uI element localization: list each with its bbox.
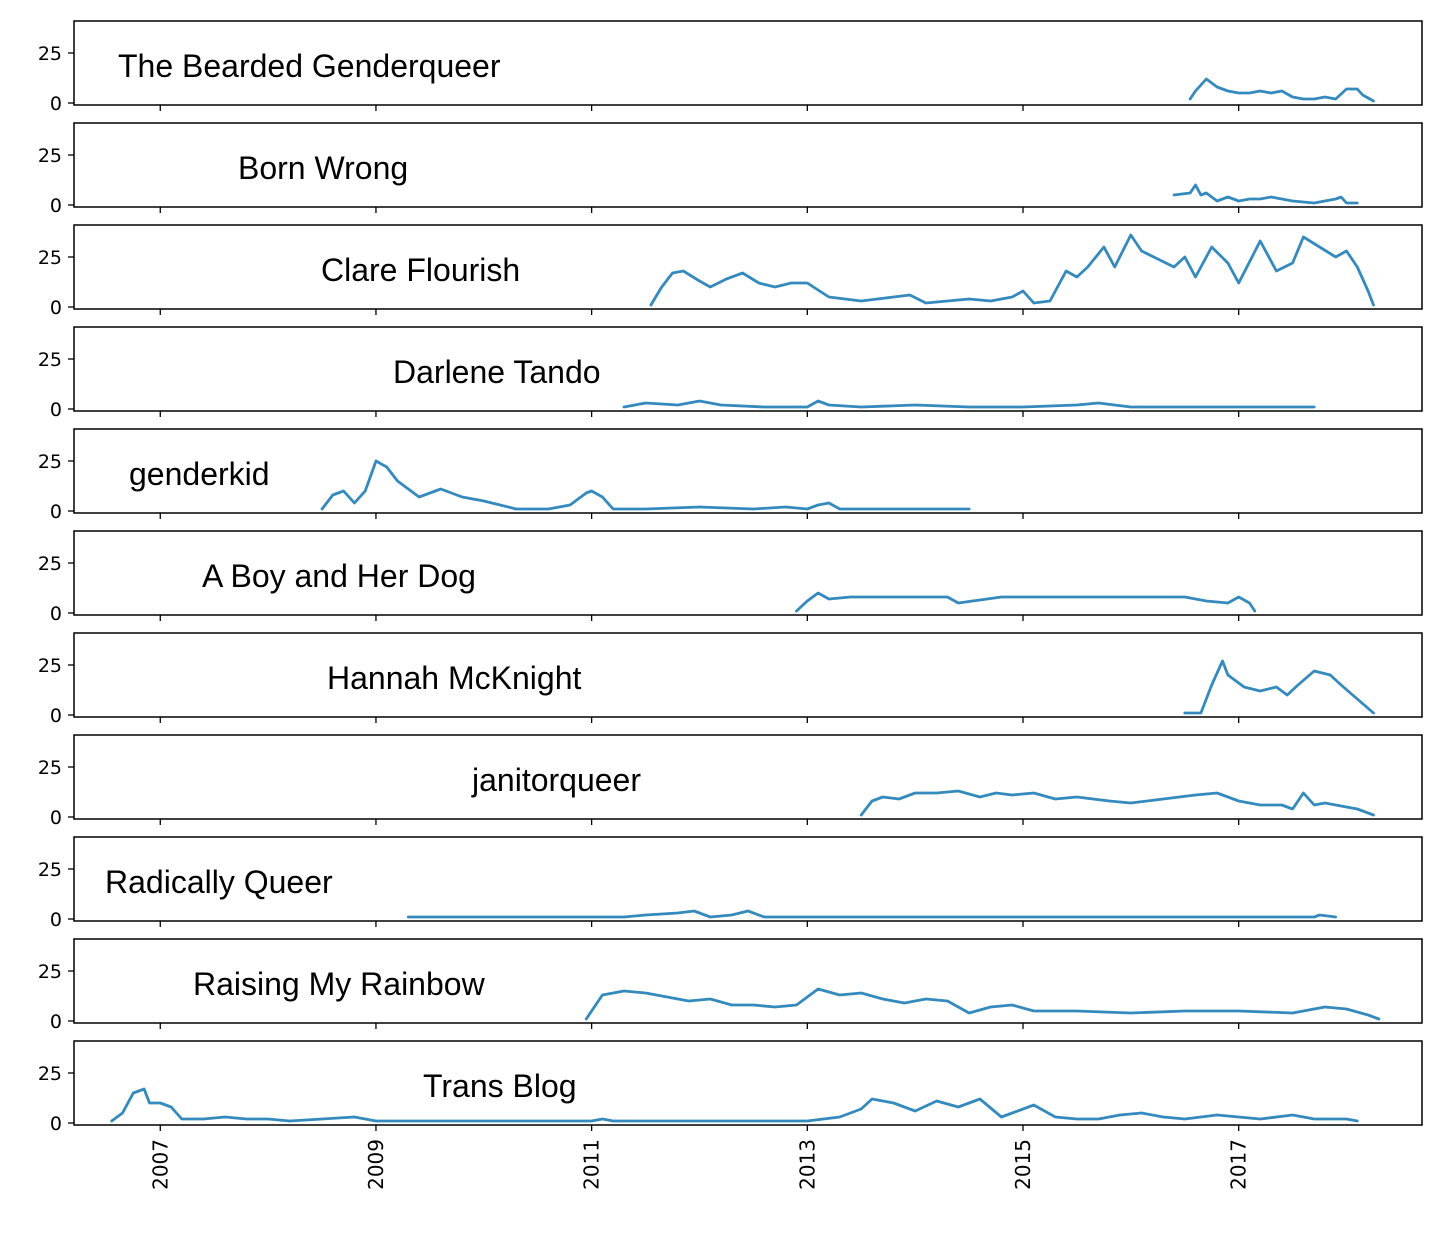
x-tick-label: 2011 <box>580 1139 604 1190</box>
panel-6: 0 25 A Boy and Her Dog <box>38 530 1423 625</box>
y-tick-label: 25 <box>38 247 62 269</box>
x-tick-label: 2009 <box>364 1139 388 1190</box>
panel-frame <box>73 20 1423 106</box>
panel-frame <box>73 632 1423 718</box>
panel-frame <box>73 122 1423 208</box>
y-tick-label: 0 <box>50 399 62 421</box>
panel-title: A Boy and Her Dog <box>202 558 476 594</box>
y-tick-label: 0 <box>50 93 62 115</box>
panel-title: Trans Blog <box>423 1068 577 1104</box>
panel-title: Clare Flourish <box>321 252 520 288</box>
y-tick-label: 0 <box>50 909 62 931</box>
y-tick-label: 0 <box>50 807 62 829</box>
y-tick-label: 0 <box>50 1011 62 1033</box>
panel-5: 0 25 genderkid <box>38 428 1423 523</box>
series-line-3 <box>649 233 1375 307</box>
y-tick-label: 25 <box>38 655 62 677</box>
x-tick-label: 2015 <box>1011 1139 1035 1190</box>
panel-title: Raising My Rainbow <box>193 966 486 1002</box>
x-tick-label: 2013 <box>795 1139 819 1190</box>
panel-title: Radically Queer <box>105 864 333 900</box>
panel-title: Born Wrong <box>238 150 408 186</box>
y-tick-label: 0 <box>50 501 62 523</box>
panel-frame <box>73 734 1423 820</box>
panel-title: The Bearded Genderqueer <box>118 48 501 84</box>
series-line-2 <box>1172 183 1359 205</box>
series-line-10 <box>584 987 1381 1021</box>
y-tick-label: 25 <box>38 859 62 881</box>
series-line-4 <box>622 399 1316 409</box>
panel-frame <box>73 1040 1423 1126</box>
y-tick-label: 0 <box>50 1113 62 1135</box>
series-line-8 <box>859 789 1375 817</box>
panel-1: 0 25 The Bearded Genderqueer <box>38 20 1423 115</box>
panel-title: Darlene Tando <box>393 354 601 390</box>
series-line-5 <box>320 459 971 511</box>
panel-frame <box>73 530 1423 616</box>
series-line-9 <box>406 909 1338 919</box>
series-line-1 <box>1188 77 1375 103</box>
panel-10: 0 25 Raising My Rainbow <box>38 938 1423 1033</box>
panel-8: 0 25 janitorqueer <box>38 734 1423 829</box>
series-line-11 <box>110 1087 1359 1123</box>
y-tick-label: 0 <box>50 297 62 319</box>
panel-9: 0 25 Radically Queer <box>38 836 1423 931</box>
panel-frame <box>73 836 1423 922</box>
y-tick-label: 25 <box>38 451 62 473</box>
y-tick-label: 25 <box>38 145 62 167</box>
panel-frame <box>73 224 1423 310</box>
panel-title: janitorqueer <box>471 762 641 798</box>
panel-frame <box>73 326 1423 412</box>
panel-2: 0 25 Born Wrong <box>38 122 1423 217</box>
y-tick-label: 25 <box>38 1063 62 1085</box>
y-tick-label: 25 <box>38 553 62 575</box>
panel-4: 0 25 Darlene Tando <box>38 326 1423 421</box>
panel-title: genderkid <box>129 456 270 492</box>
panel-frame <box>73 428 1423 514</box>
x-tick-label: 2007 <box>148 1139 172 1190</box>
series-line-6 <box>795 591 1257 613</box>
panel-title: Hannah McKnight <box>327 660 581 696</box>
y-tick-label: 0 <box>50 603 62 625</box>
panel-frame <box>73 938 1423 1024</box>
panel-3: 0 25 Clare Flourish <box>38 224 1423 319</box>
y-tick-label: 0 <box>50 195 62 217</box>
series-line-7 <box>1183 659 1375 715</box>
y-tick-label: 0 <box>50 705 62 727</box>
y-tick-label: 25 <box>38 961 62 983</box>
panel-11: 0 25 Trans Blog 2007 2009 2011 2013 2015 2017 <box>38 1040 1423 1190</box>
x-tick-label: 2017 <box>1227 1139 1251 1190</box>
y-tick-label: 25 <box>38 43 62 65</box>
y-tick-label: 25 <box>38 349 62 371</box>
y-tick-label: 25 <box>38 757 62 779</box>
panel-7: 0 25 Hannah McKnight <box>38 632 1423 727</box>
